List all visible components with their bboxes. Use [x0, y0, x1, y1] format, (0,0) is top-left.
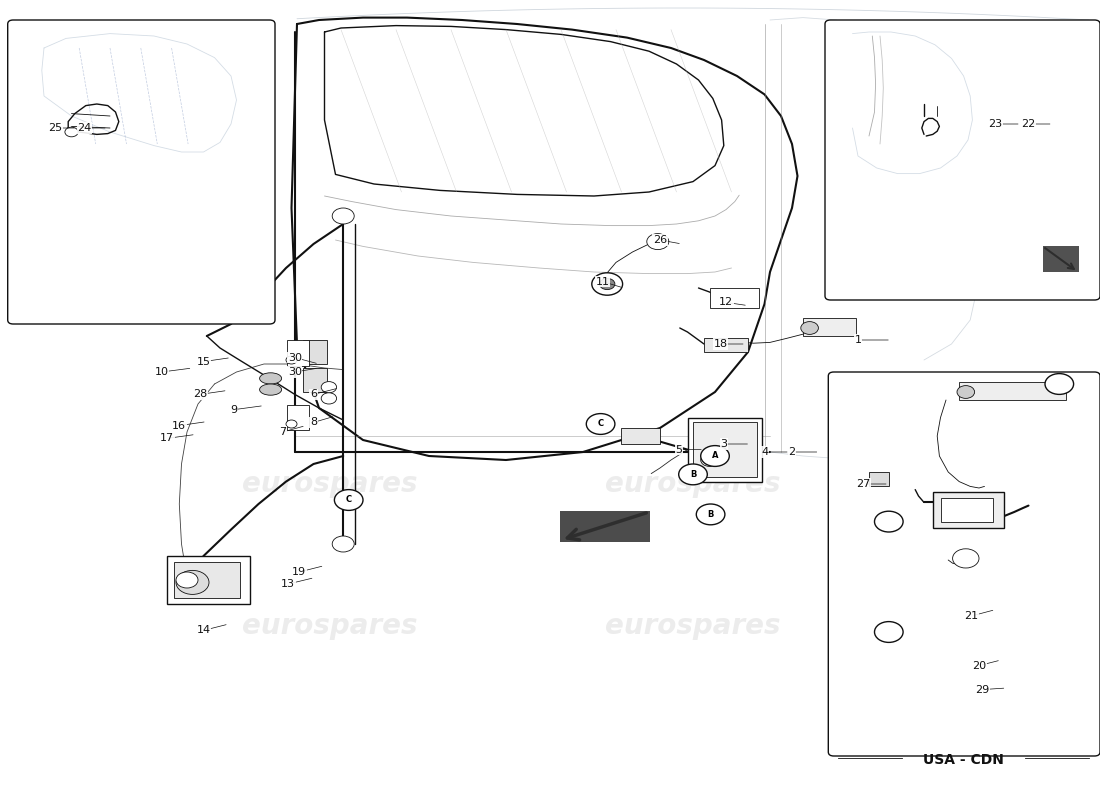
Ellipse shape	[260, 373, 282, 384]
FancyBboxPatch shape	[940, 498, 993, 522]
Circle shape	[1045, 374, 1074, 394]
Circle shape	[286, 420, 297, 428]
Circle shape	[332, 208, 354, 224]
Text: 13: 13	[282, 579, 295, 589]
Circle shape	[679, 464, 707, 485]
FancyBboxPatch shape	[704, 338, 748, 352]
Text: 11: 11	[596, 277, 609, 286]
FancyBboxPatch shape	[8, 20, 275, 324]
Text: eurospares: eurospares	[605, 470, 781, 498]
Text: 1: 1	[855, 335, 861, 345]
Text: 24: 24	[78, 123, 91, 133]
Text: 10: 10	[155, 367, 168, 377]
Text: B: B	[707, 510, 714, 519]
Circle shape	[801, 322, 818, 334]
Circle shape	[696, 504, 725, 525]
Text: 30: 30	[288, 367, 301, 377]
Text: USA - CDN: USA - CDN	[923, 753, 1004, 767]
Circle shape	[286, 356, 297, 364]
Circle shape	[701, 446, 729, 466]
FancyBboxPatch shape	[302, 340, 327, 364]
Circle shape	[176, 570, 209, 594]
FancyBboxPatch shape	[560, 511, 650, 542]
FancyBboxPatch shape	[693, 422, 757, 477]
Text: A: A	[712, 451, 718, 461]
Text: 27: 27	[857, 479, 870, 489]
Text: 4: 4	[761, 447, 768, 457]
Text: C: C	[345, 495, 352, 505]
FancyBboxPatch shape	[959, 382, 1066, 400]
Text: 22: 22	[1022, 119, 1035, 129]
Circle shape	[957, 386, 975, 398]
FancyBboxPatch shape	[174, 562, 240, 598]
Text: 20: 20	[972, 661, 986, 670]
Text: eurospares: eurospares	[242, 611, 418, 640]
FancyBboxPatch shape	[803, 318, 856, 336]
Text: 12: 12	[719, 298, 733, 307]
Text: 21: 21	[965, 611, 978, 621]
Text: 29: 29	[976, 685, 989, 694]
Text: 26: 26	[653, 235, 667, 245]
Text: 8: 8	[310, 418, 317, 427]
Text: 16: 16	[173, 421, 186, 430]
FancyBboxPatch shape	[869, 472, 889, 486]
FancyBboxPatch shape	[287, 405, 309, 430]
Text: A: A	[886, 627, 892, 637]
Text: eurospares: eurospares	[605, 611, 781, 640]
Circle shape	[176, 572, 198, 588]
Text: C: C	[597, 419, 604, 429]
Circle shape	[647, 234, 669, 250]
Text: 3: 3	[720, 439, 727, 449]
Text: 2: 2	[789, 447, 795, 457]
Circle shape	[586, 414, 615, 434]
Text: 25: 25	[48, 123, 62, 133]
FancyBboxPatch shape	[933, 492, 1004, 528]
Text: 9: 9	[231, 405, 238, 414]
FancyBboxPatch shape	[1043, 246, 1079, 272]
Circle shape	[321, 393, 337, 404]
Text: 18: 18	[714, 339, 727, 349]
Text: 28: 28	[194, 390, 207, 399]
Text: B: B	[690, 470, 696, 479]
FancyBboxPatch shape	[710, 288, 759, 308]
Circle shape	[334, 490, 363, 510]
Circle shape	[953, 549, 979, 568]
Text: 6: 6	[310, 390, 317, 399]
FancyBboxPatch shape	[287, 340, 309, 366]
FancyBboxPatch shape	[621, 428, 660, 444]
Ellipse shape	[260, 384, 282, 395]
Text: A: A	[1056, 379, 1063, 389]
Text: 7: 7	[279, 427, 286, 437]
FancyBboxPatch shape	[688, 418, 762, 482]
Text: 14: 14	[197, 626, 210, 635]
FancyBboxPatch shape	[825, 20, 1100, 300]
Circle shape	[321, 382, 337, 393]
Text: 17: 17	[161, 434, 174, 443]
Circle shape	[874, 622, 903, 642]
Circle shape	[600, 278, 615, 290]
Text: 19: 19	[293, 567, 306, 577]
Text: eurospares: eurospares	[242, 470, 418, 498]
Circle shape	[701, 454, 718, 466]
FancyBboxPatch shape	[828, 372, 1100, 756]
Text: 5: 5	[675, 445, 682, 454]
Circle shape	[332, 536, 354, 552]
Text: 23: 23	[989, 119, 1002, 129]
Circle shape	[874, 511, 903, 532]
Circle shape	[592, 273, 623, 295]
FancyBboxPatch shape	[302, 368, 327, 392]
Text: A: A	[886, 517, 892, 526]
Text: 15: 15	[197, 357, 210, 366]
Text: 30: 30	[288, 353, 301, 362]
FancyBboxPatch shape	[167, 556, 250, 604]
Circle shape	[65, 127, 78, 137]
